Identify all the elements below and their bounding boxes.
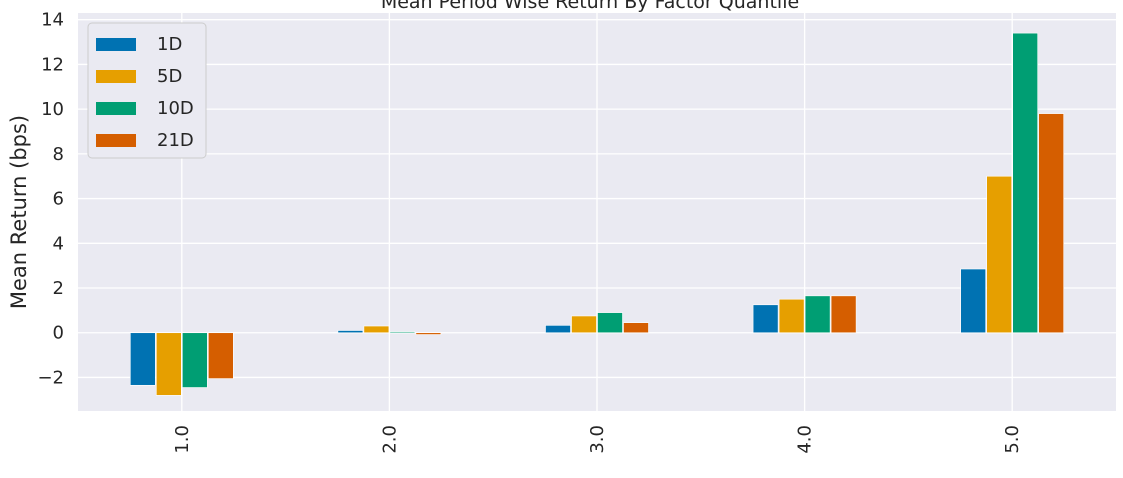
- y-tick-label: 2: [53, 278, 64, 299]
- bar-10d-3-0: [597, 312, 623, 334]
- bar-5d-3-0: [571, 315, 597, 334]
- bar-21d-4-0: [830, 295, 857, 334]
- bar-21d-1-0: [208, 332, 234, 379]
- bar-5d-4-0: [778, 298, 805, 334]
- bar-5d-5-0: [986, 175, 1013, 334]
- bars: [130, 32, 1064, 396]
- legend-label-21d: 21D: [157, 130, 194, 151]
- bar-1d-4-0: [752, 304, 779, 334]
- legend-label-5d: 5D: [157, 66, 182, 87]
- bar-5d-2-0: [363, 325, 390, 334]
- bar-1d-1-0: [130, 332, 156, 386]
- legend-label-1d: 1D: [157, 34, 182, 55]
- bar-10d-5-0: [1012, 32, 1039, 334]
- bar-10d-2-0: [389, 331, 416, 334]
- bar-10d-1-0: [182, 332, 208, 388]
- legend-swatch-1d: [96, 38, 136, 51]
- y-axis-label: Mean Return (bps): [7, 115, 31, 309]
- y-tick-label: 10: [41, 99, 64, 120]
- bar-10d-4-0: [804, 295, 831, 334]
- chart-title: Mean Period Wise Return By Factor Quanti…: [381, 0, 799, 13]
- bar-21d-2-0: [415, 332, 442, 335]
- ticks: −2 0 2 4 6 8 10 12 14 1.0 2.0 3.0 4.0 5.0: [37, 10, 1023, 454]
- y-tick-label: 6: [53, 189, 64, 210]
- legend: 1D 5D 10D 21D: [87, 22, 207, 159]
- bar-21d-3-0: [623, 322, 649, 334]
- x-tick-label: 1.0: [172, 425, 193, 454]
- y-tick-label: 0: [53, 323, 64, 344]
- x-tick-label: 5.0: [1002, 425, 1023, 454]
- y-tick-label: 14: [41, 10, 64, 31]
- y-tick-label: 4: [53, 233, 64, 254]
- y-tick-label: 8: [53, 144, 64, 165]
- x-tick-label: 3.0: [587, 425, 608, 454]
- legend-swatch-10d: [96, 102, 136, 115]
- legend-swatch-21d: [96, 134, 136, 147]
- bar-5d-1-0: [156, 332, 182, 396]
- bar-21d-5-0: [1038, 113, 1064, 334]
- bar-1d-5-0: [960, 268, 987, 334]
- grid: [78, 13, 1116, 411]
- bar-1d-3-0: [545, 325, 571, 334]
- bar-1d-2-0: [337, 330, 364, 334]
- x-tick-label: 4.0: [795, 425, 816, 454]
- legend-box: [87, 22, 207, 159]
- x-tick-label: 2.0: [379, 425, 400, 454]
- legend-label-10d: 10D: [157, 98, 194, 119]
- y-tick-label: −2: [37, 367, 64, 388]
- y-tick-label: 12: [41, 54, 64, 75]
- legend-swatch-5d: [96, 70, 136, 83]
